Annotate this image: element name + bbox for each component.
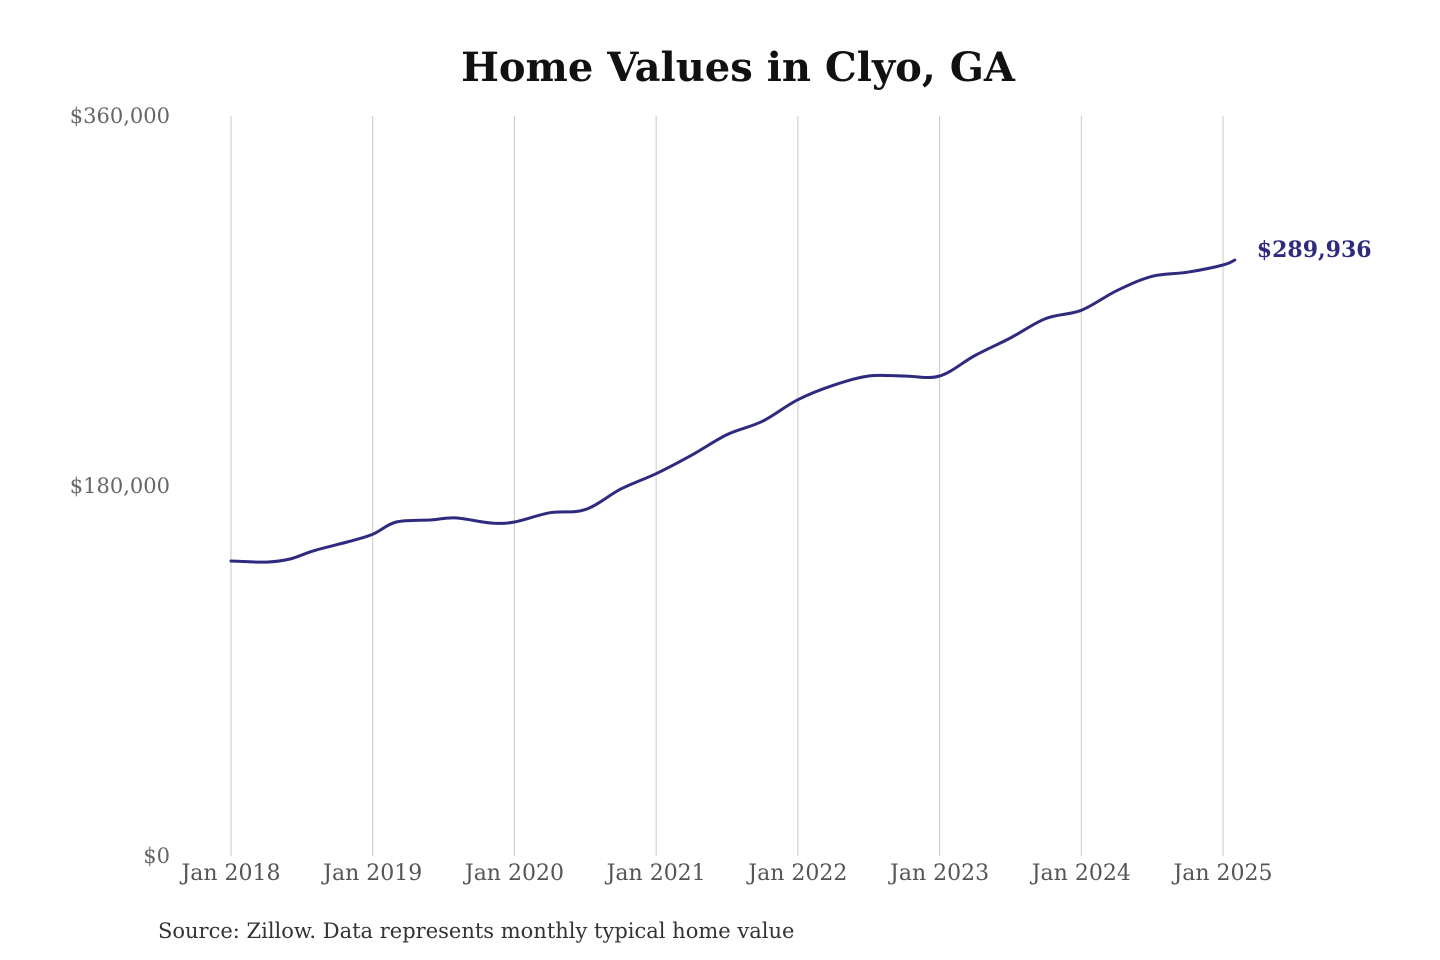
latest-value-label: $289,936	[1257, 237, 1372, 263]
x-tick-label: Jan 2023	[888, 861, 989, 886]
x-axis-ticks: Jan 2018 Jan 2019 Jan 2020 Jan 2021 Jan 2022…	[179, 861, 1272, 886]
y-axis-ticks: $0 $180,000 $360,000	[70, 104, 170, 868]
y-tick-label: $360,000	[70, 104, 170, 128]
chart-title: Home Values in Clyo, GA	[461, 44, 1016, 91]
x-tick-label: Jan 2025	[1171, 861, 1272, 886]
x-tick-label: Jan 2024	[1030, 861, 1131, 886]
y-tick-label: $180,000	[70, 474, 170, 498]
y-tick-label: $0	[143, 844, 170, 868]
x-tick-label: Jan 2018	[179, 861, 280, 886]
source-note: Source: Zillow. Data represents monthly …	[158, 919, 794, 943]
home-value-line	[229, 258, 1237, 564]
x-tick-label: Jan 2021	[605, 861, 706, 886]
x-tick-label: Jan 2022	[746, 861, 847, 886]
x-tick-label: Jan 2019	[321, 861, 422, 886]
x-tick-label: Jan 2020	[463, 861, 564, 886]
gridlines	[230, 116, 1224, 856]
